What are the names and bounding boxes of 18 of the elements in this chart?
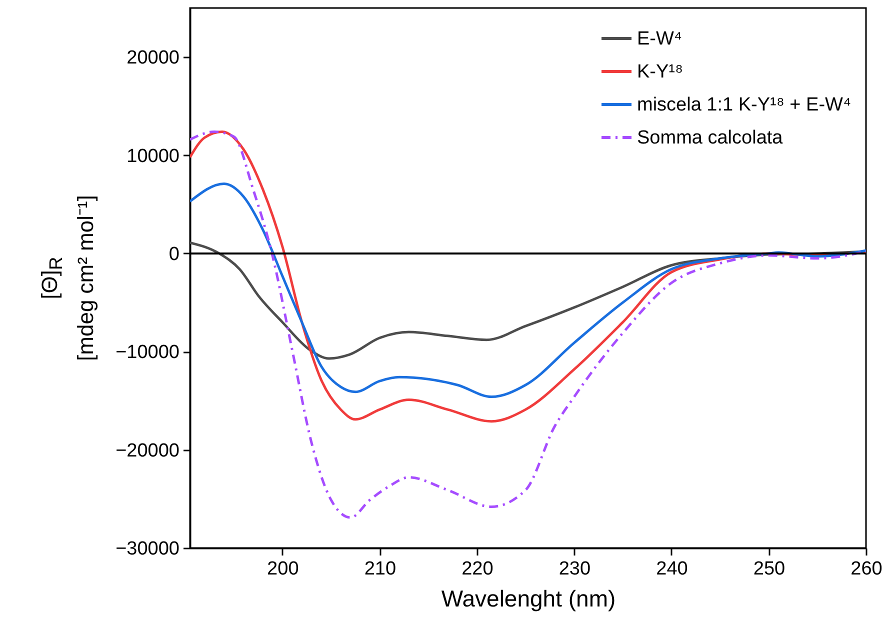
legend-label: miscela 1:1 K-Y¹⁸ + E-W⁴ bbox=[637, 94, 852, 116]
x-tick-label: 250 bbox=[753, 558, 786, 580]
x-axis-title: Wavelenght (nm) bbox=[441, 586, 616, 612]
x-tick-label: 230 bbox=[558, 558, 591, 580]
y-tick-label: 20000 bbox=[126, 48, 180, 69]
x-tick-label: 240 bbox=[656, 558, 688, 580]
x-tick-label: 200 bbox=[267, 558, 299, 580]
y-tick-label: 10000 bbox=[126, 146, 180, 167]
x-tick-label: 260 bbox=[850, 558, 882, 580]
x-tick-label: 220 bbox=[462, 558, 494, 580]
legend-label: K-Y¹⁸ bbox=[637, 62, 684, 82]
x-tick-label: 210 bbox=[364, 558, 396, 580]
y-tick-label: −20000 bbox=[116, 440, 180, 462]
legend-label: E-W⁴ bbox=[637, 28, 682, 50]
legend-label: Somma calcolata bbox=[637, 128, 784, 148]
y-tick-label: 0 bbox=[168, 244, 180, 265]
y-tick-label: −10000 bbox=[116, 342, 180, 364]
y-tick-label: −30000 bbox=[116, 538, 180, 560]
